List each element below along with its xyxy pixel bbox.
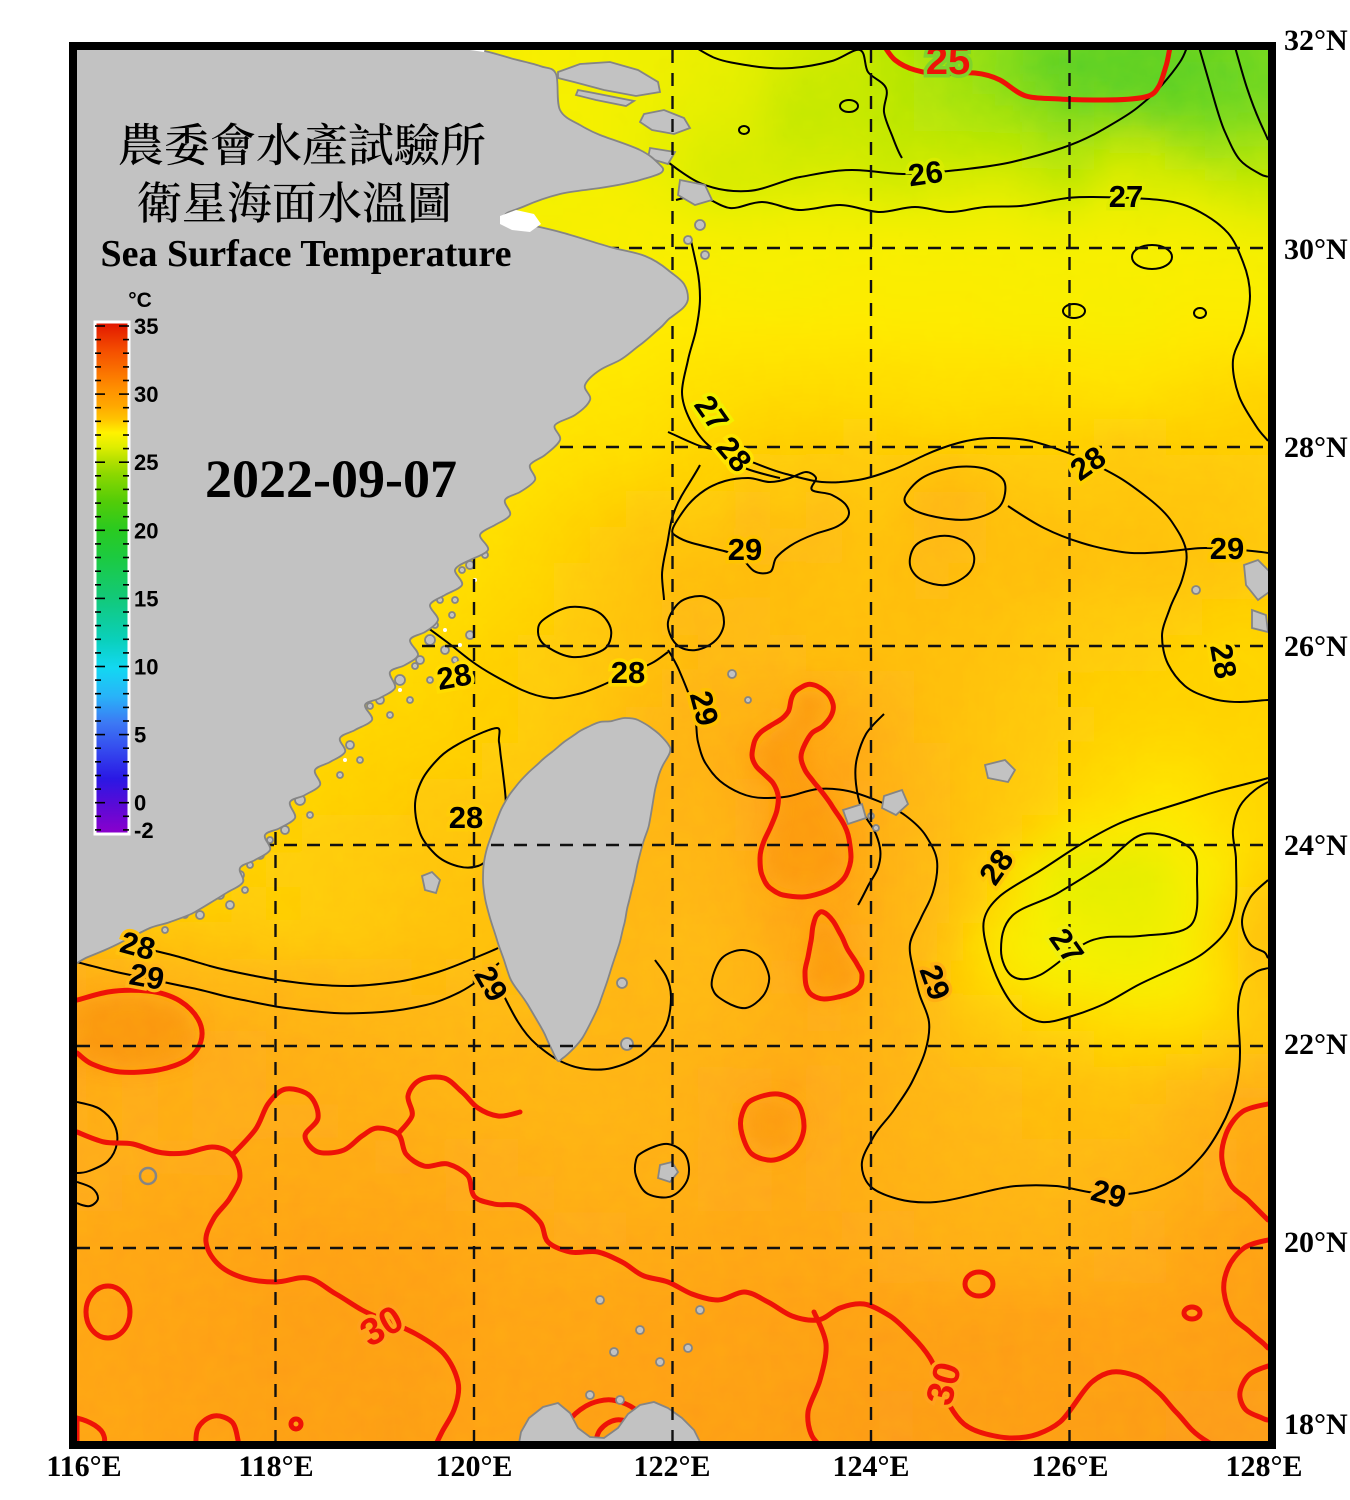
svg-text:20°N: 20°N xyxy=(1284,1226,1348,1259)
svg-text:35: 35 xyxy=(134,314,158,339)
svg-text:°C: °C xyxy=(128,289,152,312)
svg-text:28°N: 28°N xyxy=(1284,431,1348,464)
svg-text:28: 28 xyxy=(434,656,474,696)
svg-text:29: 29 xyxy=(127,956,167,996)
svg-text:120°E: 120°E xyxy=(435,1450,512,1483)
svg-text:28: 28 xyxy=(449,800,483,835)
svg-text:30: 30 xyxy=(134,382,158,407)
svg-text:118°E: 118°E xyxy=(238,1450,313,1483)
svg-text:124°E: 124°E xyxy=(832,1450,909,1483)
svg-text:24°N: 24°N xyxy=(1284,829,1348,862)
svg-text:30°N: 30°N xyxy=(1284,233,1348,266)
svg-text:25: 25 xyxy=(926,39,971,83)
svg-text:128°E: 128°E xyxy=(1225,1450,1302,1483)
svg-text:32°N: 32°N xyxy=(1284,24,1348,57)
svg-text:116°E: 116°E xyxy=(46,1450,121,1483)
svg-text:28: 28 xyxy=(1203,641,1243,681)
svg-text:26°N: 26°N xyxy=(1284,630,1348,663)
svg-text:20: 20 xyxy=(134,518,158,543)
svg-text:10: 10 xyxy=(134,655,158,680)
svg-text:27: 27 xyxy=(1109,179,1143,214)
svg-text:22°N: 22°N xyxy=(1284,1028,1348,1061)
svg-text:5: 5 xyxy=(134,723,146,748)
svg-text:122°E: 122°E xyxy=(633,1450,710,1483)
svg-text:2022-09-07: 2022-09-07 xyxy=(205,449,457,509)
svg-text:29: 29 xyxy=(728,532,762,567)
svg-text:-2: -2 xyxy=(134,818,154,843)
svg-text:0: 0 xyxy=(134,791,146,816)
svg-text:29: 29 xyxy=(1210,531,1244,566)
svg-text:25: 25 xyxy=(134,450,158,475)
svg-text:Sea Surface Temperature: Sea Surface Temperature xyxy=(101,233,512,275)
svg-text:18°N: 18°N xyxy=(1284,1408,1348,1441)
svg-text:126°E: 126°E xyxy=(1031,1450,1108,1483)
svg-text:15: 15 xyxy=(134,586,158,611)
svg-text:28: 28 xyxy=(611,655,645,690)
svg-text:26: 26 xyxy=(906,154,945,193)
